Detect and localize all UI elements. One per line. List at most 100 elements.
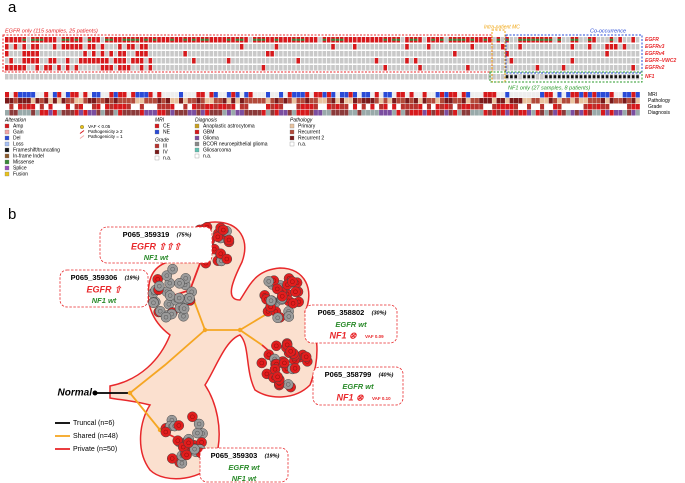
track-cell [396,110,401,116]
onco-cell [587,65,592,71]
onco-cell [148,74,153,80]
onco-cell [200,74,205,80]
cell-nucleus [215,234,221,240]
onco-cell [266,74,270,80]
onco-cell [105,74,109,80]
alteration-amp [331,44,335,50]
onco-cell [22,74,26,80]
track-cell [135,98,140,104]
track-cell [74,92,79,98]
cell-nucleus [181,306,187,311]
track-cell [274,98,279,104]
track-cell [179,110,184,116]
alteration-missense [200,38,205,41]
onco-cell [18,44,22,50]
onco-cell [105,44,109,50]
onco-cell [553,44,557,50]
cell [287,298,299,309]
legend-swatch [289,135,295,141]
track-cell [392,104,397,110]
onco-cell [461,74,466,80]
onco-cell [379,74,383,80]
track-cell [292,98,297,104]
onco-cell [144,58,148,64]
alteration-missense [448,38,453,41]
alteration-amp [126,44,131,50]
onco-cell [179,44,183,50]
track-cell [622,98,627,104]
alteration-amp [35,51,39,57]
onco-cell [479,58,483,64]
onco-cell [579,37,583,43]
cell-nucleus [196,421,202,427]
onco-cell [426,74,431,80]
track-cell [48,110,53,116]
track-cell [600,104,605,110]
track-cell [339,92,344,98]
onco-cell [326,58,331,64]
track-cell [635,98,640,104]
alteration-amp [9,37,13,43]
onco-cell [279,65,283,71]
track-cell [409,98,414,104]
track-cell [548,110,553,116]
onco-cell [566,65,570,71]
label: NE [163,129,171,135]
onco-cell [57,37,61,43]
alteration-missense [574,38,579,41]
onco-cell [422,37,427,43]
onco-cell [587,58,592,64]
track-cell [400,98,405,104]
onco-cell [231,58,235,64]
onco-cell [170,44,174,50]
onco-cell [353,58,357,64]
alteration-amp [92,58,96,64]
track-cell [200,110,205,116]
track-cell [39,92,44,98]
track-cell [435,104,440,110]
cell [164,290,176,301]
onco-cell [400,51,405,57]
onco-cell [196,65,200,71]
track-cell [144,92,149,98]
node-nf1: NF1 wt [144,253,169,262]
label: Glioma [203,135,219,141]
onco-cell [261,44,266,50]
track-cell [22,92,27,98]
track-cell [627,110,632,116]
onco-cell [470,58,474,64]
onco-cell [448,58,453,64]
onco-cell [48,51,53,57]
onco-cell [622,65,627,71]
onco-cell [431,58,435,64]
cell-nucleus [264,371,270,377]
alteration-amp [296,58,300,64]
track-cell [87,92,92,98]
cell [166,453,178,464]
track-cell [500,98,505,104]
onco-cell [222,65,227,71]
onco-cell [274,58,279,64]
onco-cell [313,58,318,64]
track-cell [244,92,249,98]
track-cell [135,110,140,116]
onco-cell [109,58,113,64]
track-cell [300,98,305,104]
track-cell [105,110,110,116]
cell-nucleus [290,279,295,284]
onco-cell [496,65,501,71]
track-cell [35,92,40,98]
onco-cell [370,44,374,50]
label: n.a. [163,155,171,161]
track-cell [18,92,23,98]
track-cell [52,98,57,104]
alteration-missense [557,38,561,41]
onco-cell [257,65,261,71]
alteration-missense [609,38,614,41]
onco-cell [218,65,222,71]
track-cell [474,92,479,98]
onco-cell [248,51,253,57]
onco-cell [366,44,370,50]
legend-swatch [194,153,200,159]
onco-cell [470,51,474,57]
